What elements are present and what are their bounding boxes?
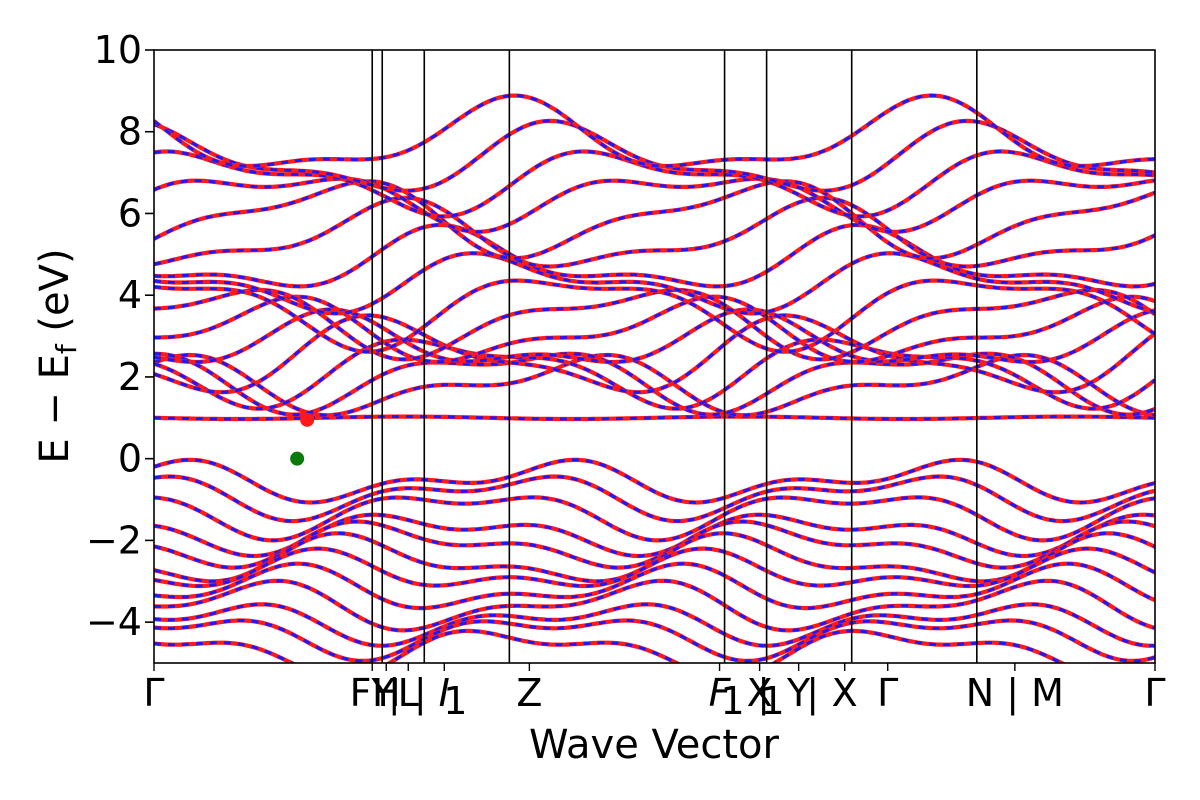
band-line-blue (154, 602, 1155, 648)
extrema-markers (290, 412, 315, 466)
band-lines (154, 93, 1155, 663)
y-axis-title-group: E − Ef (eV) (32, 248, 83, 463)
band-line-blue (154, 458, 1155, 505)
y-axis-ticks: −4 −2 0 2 4 6 8 10 (86, 28, 154, 644)
y-tick-label: 8 (118, 110, 142, 154)
y-axis-title-sub: f (50, 343, 83, 354)
x-tick-subscript: 1 (761, 679, 785, 723)
x-tick-label: N | M (966, 671, 1064, 716)
band-line-blue (154, 513, 1155, 558)
x-axis-title: Wave Vector (529, 722, 780, 768)
x-tick-label: L (398, 671, 419, 715)
band-line-blue (154, 149, 1155, 218)
band-line-blue (154, 279, 1155, 354)
plot-frame (153, 49, 1156, 664)
band-line-red (154, 176, 1155, 234)
x-tick-label: F (709, 671, 732, 715)
band-line-blue (154, 179, 1155, 260)
band-line-blue (154, 119, 1155, 193)
y-axis-title: E − Ef (eV) (32, 248, 83, 463)
x-tick-label: FY (350, 671, 396, 715)
x-tick-separator: | (388, 671, 401, 716)
x-tick-label: Z (516, 671, 542, 715)
band-line-blue (154, 307, 1155, 364)
cbm-marker (300, 412, 315, 427)
y-tick-label: 10 (94, 28, 142, 72)
x-tick-label: X (747, 671, 773, 715)
band-line-blue (154, 547, 1155, 588)
band-line-blue (154, 338, 1155, 411)
band-line-blue (154, 251, 1155, 315)
band-line-blue (154, 562, 1155, 610)
y-tick-label: 2 (118, 355, 142, 399)
x-tick-label: X (832, 671, 858, 715)
x-tick-separator: | (414, 671, 427, 716)
x-tick-separator: | (806, 671, 819, 716)
band-line-red (154, 179, 1155, 261)
band-line-blue (154, 93, 1155, 168)
band-line-blue (154, 295, 1155, 364)
band-line-blue (154, 474, 1155, 523)
high-symmetry-lines (371, 50, 978, 663)
band-line-blue (154, 579, 1155, 632)
x-tick-label: Γ (877, 671, 898, 715)
band-line-red (154, 337, 1155, 411)
y-axis-title-main: E − E (32, 354, 78, 464)
band-line-red (154, 495, 1155, 543)
band-line-blue (154, 223, 1155, 288)
band-line-red (154, 414, 1155, 422)
y-axis-title-unit: (eV) (32, 248, 78, 344)
band-line-blue (154, 619, 1155, 663)
x-tick-label: H (372, 671, 401, 715)
y-tick-label: 6 (118, 191, 142, 235)
x-tick-label: Y (786, 671, 811, 715)
band-line-red (154, 457, 1155, 505)
band-line-blue (154, 519, 1155, 570)
band-line-blue (154, 629, 1066, 663)
band-line-red (154, 222, 1155, 289)
x-tick-label: Γ (143, 671, 164, 715)
band-line-blue (154, 196, 1155, 269)
x-tick-subscript: 1 (443, 679, 467, 723)
x-tick-label: Γ (1144, 671, 1165, 715)
x-tick-separator: | (757, 671, 770, 716)
y-tick-label: 0 (118, 437, 142, 481)
x-tick-subscript: 1 (720, 679, 744, 723)
band-line-blue (154, 177, 1155, 234)
vbm-marker (290, 451, 305, 466)
y-tick-label: −4 (86, 600, 142, 644)
x-tick-label: I (439, 671, 450, 715)
y-tick-label: 4 (118, 273, 142, 317)
y-tick-label: −2 (86, 518, 142, 562)
